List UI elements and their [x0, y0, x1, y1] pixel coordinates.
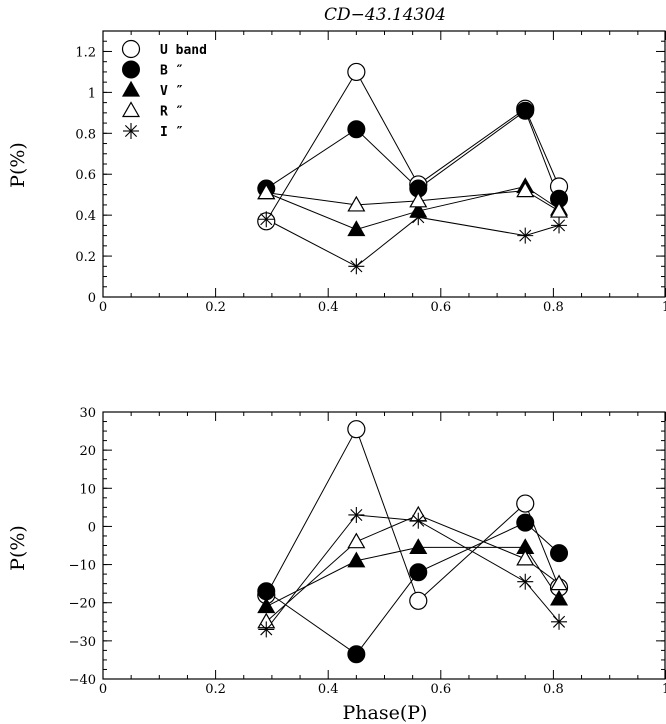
data-point-i — [258, 621, 275, 638]
legend-label: V ″ — [160, 84, 183, 99]
plot-frame — [102, 411, 666, 680]
data-point-v — [257, 597, 276, 614]
x-tick-label: 0.8 — [543, 300, 564, 315]
legend-label: R ″ — [160, 105, 183, 120]
data-point-i — [410, 209, 427, 226]
data-point-i — [348, 258, 365, 275]
bottom-y-axis-label: P(%) — [7, 525, 29, 571]
y-tick-label: 20 — [79, 444, 96, 459]
legend-label: I ″ — [160, 125, 183, 140]
data-point-u-band — [347, 62, 366, 82]
data-point-i — [551, 613, 568, 630]
plot-frame — [102, 30, 666, 298]
x-tick-label: 0.4 — [318, 682, 339, 697]
y-tick-label: −30 — [69, 635, 96, 650]
data-point-i — [517, 573, 534, 590]
data-point-v — [409, 538, 428, 555]
data-point-u-band — [347, 420, 366, 439]
data-point-r — [409, 191, 428, 208]
data-point-b — [347, 645, 366, 664]
legend-marker — [121, 80, 141, 97]
y-tick-label: 10 — [79, 482, 96, 497]
y-tick-label: 1 — [88, 86, 96, 101]
data-point-r — [257, 183, 276, 200]
x-tick-label: 0.6 — [430, 300, 451, 315]
data-point-r — [347, 532, 366, 549]
data-point-v — [347, 220, 366, 237]
data-point-r — [347, 195, 366, 212]
data-point-b — [409, 563, 428, 582]
series-line-b — [265, 522, 560, 655]
bottom-panel-polarization: 0 0.2 0.4 0.6 0.8 1 −40 −30 −20 −10 0 10 20 30 — [69, 406, 666, 697]
y-tick-label: −20 — [69, 597, 96, 612]
data-point-v — [549, 589, 569, 606]
data-point-r — [549, 574, 569, 591]
data-point-b — [550, 544, 569, 563]
y-tick-label: −10 — [69, 559, 96, 574]
x-tick-label: 0.2 — [205, 300, 226, 315]
legend-marker — [122, 60, 140, 79]
data-point-i — [410, 512, 427, 529]
legend-marker — [123, 123, 139, 139]
series-line-i — [266, 216, 560, 267]
x-tick-label: 0.8 — [543, 682, 564, 697]
x-axis-label: Phase(P) — [343, 702, 428, 724]
data-point-r — [516, 181, 535, 198]
data-point-u-band — [409, 591, 428, 610]
x-tick-label: 0.6 — [430, 682, 451, 697]
legend-label: B ″ — [160, 64, 183, 79]
y-tick-label: 30 — [79, 406, 96, 421]
legend-label: U band — [160, 43, 207, 58]
y-tick-label: 0.8 — [75, 127, 96, 142]
x-tick-label: 0.4 — [318, 300, 339, 315]
data-point-b — [516, 513, 535, 532]
x-tick-label: 0 — [99, 300, 107, 315]
y-tick-label: −40 — [69, 673, 96, 688]
data-point-v — [347, 551, 366, 568]
data-point-i — [348, 506, 365, 523]
y-tick-label: 1.2 — [75, 45, 96, 60]
top-y-axis-label: P(%) — [7, 142, 29, 188]
data-point-b — [516, 101, 535, 120]
data-point-u-band — [516, 494, 535, 513]
x-tick-label: 0.2 — [205, 682, 226, 697]
legend: U band B ″ V ″ R ″ I ″ — [121, 39, 207, 140]
top-panel-polarization: 0 0.2 0.4 0.6 0.8 1 0 0.2 0.4 0.6 0.8 1 1.2 — [75, 30, 666, 315]
legend-marker — [121, 101, 141, 118]
y-tick-label: 0.6 — [75, 168, 96, 183]
y-tick-label: 0 — [88, 291, 96, 306]
data-point-r — [549, 201, 569, 218]
data-point-b — [257, 582, 276, 601]
y-tick-label: 0.4 — [75, 209, 96, 224]
y-tick-label: 0 — [88, 520, 96, 535]
x-tick-label: 1 — [662, 682, 666, 697]
chart-title: CD−43.14304 — [324, 5, 446, 25]
data-point-i — [517, 227, 534, 244]
data-point-i — [258, 211, 275, 228]
data-point-b — [347, 120, 366, 139]
x-tick-label: 0 — [99, 682, 107, 697]
data-point-r — [516, 549, 535, 566]
legend-marker — [121, 39, 141, 59]
data-point-i — [551, 217, 568, 234]
y-tick-label: 0.2 — [75, 250, 96, 265]
x-tick-label: 1 — [662, 300, 666, 315]
